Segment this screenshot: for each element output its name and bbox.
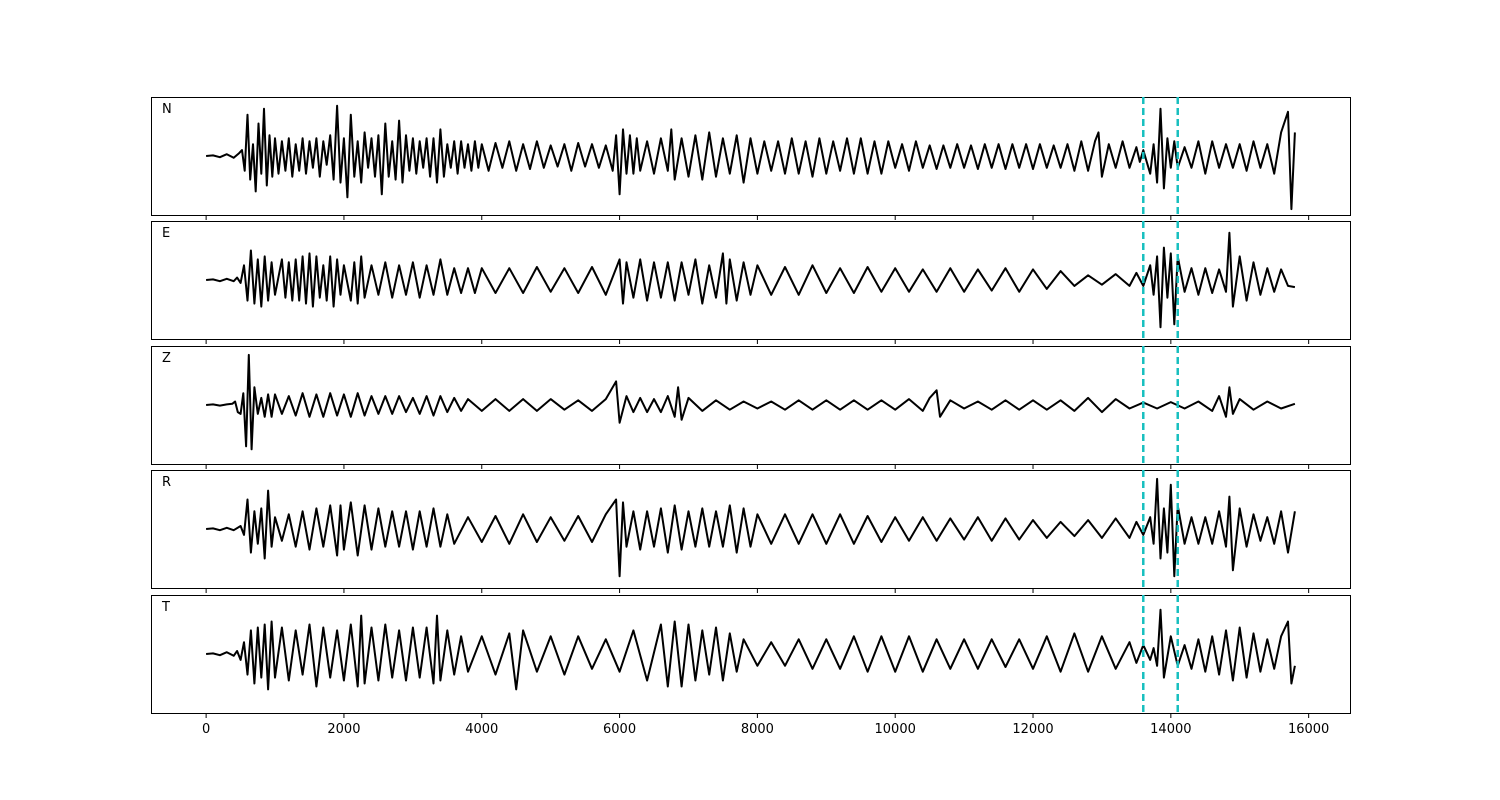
waveform-line-n (206, 104, 1296, 211)
x-axis: 0 2000 4000 6000 8000 10000 12000 14000 16000 (202, 722, 1329, 737)
panel-r: R (151, 470, 1351, 593)
x-tick-label-16000: 16000 (1288, 722, 1329, 737)
panel-n: N (151, 97, 1351, 220)
panel-frame-e (151, 221, 1351, 340)
panel-z: Z (151, 346, 1351, 469)
panel-e: E (151, 221, 1351, 344)
waveform-line-r (206, 477, 1296, 578)
waveform-line-z (206, 353, 1296, 451)
x-tick-label-4000: 4000 (465, 722, 498, 737)
x-tick-label-6000: 6000 (603, 722, 636, 737)
panel-label-r: R (162, 475, 171, 490)
panel-t: T (151, 595, 1351, 718)
panel-frame-r (151, 470, 1351, 589)
panels-group: N E Z R T (151, 97, 1351, 718)
waveform-line-e (206, 231, 1296, 329)
x-tick-label-8000: 8000 (741, 722, 774, 737)
panel-label-t: T (161, 600, 170, 615)
panel-label-n: N (162, 102, 172, 117)
x-tick-label-10000: 10000 (875, 722, 916, 737)
x-tick-label-2000: 2000 (327, 722, 360, 737)
x-tick-label-0: 0 (202, 722, 210, 737)
panel-label-z: Z (162, 351, 171, 366)
panel-label-e: E (162, 226, 170, 241)
x-tick-label-12000: 12000 (1012, 722, 1053, 737)
x-tick-label-14000: 14000 (1150, 722, 1191, 737)
waveform-line-t (206, 608, 1296, 691)
